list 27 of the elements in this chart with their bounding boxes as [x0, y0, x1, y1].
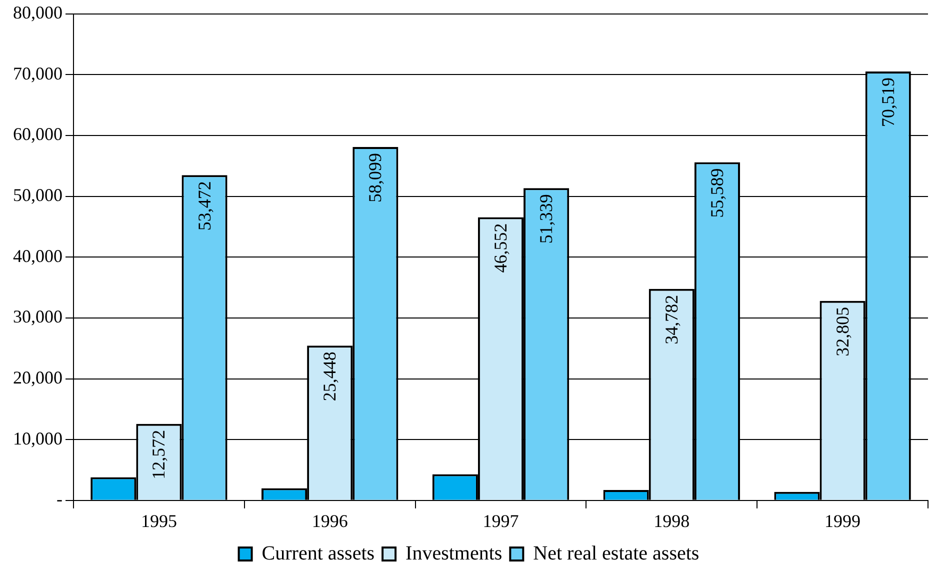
data-label: 58,099 [365, 153, 386, 203]
data-label: 55,589 [706, 168, 727, 218]
x-tick-label: 1998 [654, 510, 690, 531]
y-tick-label: 10,000 [13, 428, 62, 448]
data-label: 34,782 [661, 294, 682, 344]
data-label: 46,552 [490, 223, 510, 273]
x-tick-label: 1996 [312, 510, 348, 531]
x-tick-label: 1995 [140, 510, 177, 531]
data-label: 51,339 [536, 194, 556, 244]
x-tick-label: 1997 [482, 510, 519, 531]
y-tick-label: 30,000 [13, 306, 62, 327]
data-label: 53,472 [194, 181, 214, 231]
y-tick-label: 40,000 [13, 246, 62, 266]
data-label: 70,519 [878, 77, 898, 127]
y-tick-label: 80,000 [13, 2, 62, 23]
y-tick-label: - [56, 489, 62, 510]
y-tick-label: 70,000 [13, 63, 62, 84]
data-label: 25,448 [320, 352, 340, 402]
y-tick-label: 20,000 [13, 367, 62, 388]
legend-label: Investments [406, 542, 502, 564]
data-label: 32,805 [832, 306, 852, 356]
legend-label: Current assets [262, 542, 375, 564]
legend-label: Net real estate assets [533, 542, 700, 564]
y-tick-label: 50,000 [13, 185, 62, 206]
x-tick-label: 1999 [824, 510, 861, 531]
y-tick-label: 60,000 [13, 124, 62, 144]
data-label: 12,572 [148, 430, 169, 480]
